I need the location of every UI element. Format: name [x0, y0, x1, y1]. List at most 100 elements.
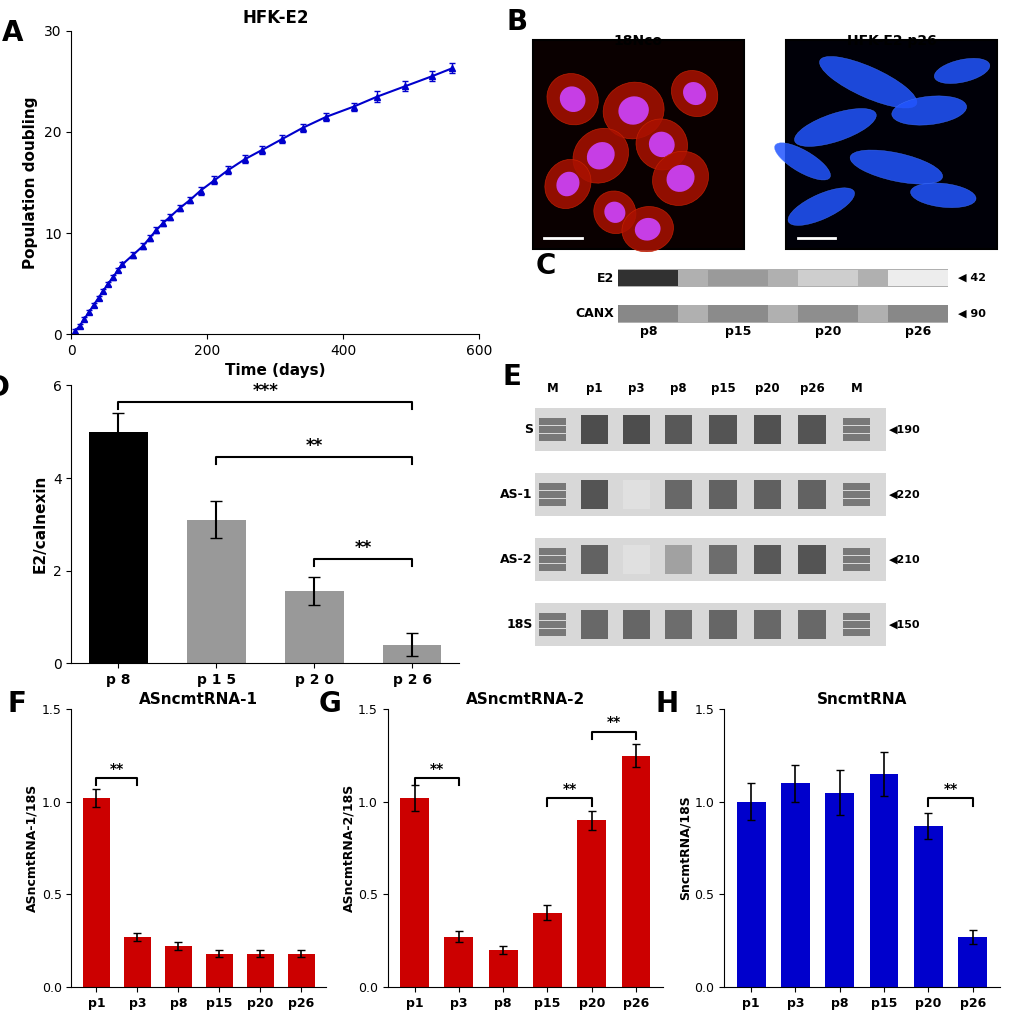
- Bar: [538, 427, 566, 433]
- Bar: [842, 500, 869, 506]
- Ellipse shape: [818, 57, 916, 108]
- Ellipse shape: [891, 96, 966, 125]
- Bar: [664, 610, 692, 639]
- Ellipse shape: [586, 142, 614, 170]
- Ellipse shape: [849, 150, 942, 184]
- Title: SncmtRNA: SncmtRNA: [816, 692, 906, 707]
- Ellipse shape: [773, 143, 829, 180]
- Text: A: A: [2, 19, 23, 46]
- Bar: [736, 802, 765, 987]
- Text: **: **: [306, 437, 322, 455]
- Bar: [538, 564, 566, 571]
- Bar: [618, 304, 948, 323]
- Y-axis label: SncmtRNA/18S: SncmtRNA/18S: [678, 796, 691, 901]
- Bar: [165, 946, 192, 987]
- Ellipse shape: [665, 164, 694, 192]
- Ellipse shape: [618, 97, 648, 124]
- Text: ◀190: ◀190: [888, 425, 919, 435]
- Ellipse shape: [794, 109, 875, 146]
- Text: C: C: [535, 252, 555, 280]
- Text: p8: p8: [669, 382, 686, 396]
- Y-axis label: ASncmtRNA-1/18S: ASncmtRNA-1/18S: [25, 784, 39, 912]
- Bar: [538, 418, 566, 425]
- Bar: [618, 305, 678, 322]
- Bar: [842, 491, 869, 498]
- Bar: [538, 621, 566, 628]
- Bar: [488, 950, 517, 987]
- Ellipse shape: [634, 218, 660, 241]
- Text: ◀150: ◀150: [888, 620, 919, 629]
- Bar: [538, 629, 566, 636]
- Text: AS-1: AS-1: [500, 488, 532, 501]
- Text: S: S: [524, 423, 532, 436]
- Text: M: M: [850, 382, 861, 396]
- Bar: [83, 798, 110, 987]
- Text: G: G: [318, 690, 341, 718]
- Bar: [535, 473, 886, 516]
- Text: **: **: [110, 762, 124, 775]
- Bar: [538, 613, 566, 620]
- Bar: [842, 418, 869, 425]
- Bar: [798, 479, 824, 510]
- Bar: [538, 556, 566, 562]
- Y-axis label: Population doubling: Population doubling: [23, 97, 39, 268]
- Bar: [618, 269, 948, 287]
- Bar: [709, 545, 736, 575]
- Bar: [623, 479, 649, 510]
- Bar: [623, 414, 649, 444]
- Bar: [664, 414, 692, 444]
- Text: p1: p1: [586, 382, 602, 396]
- Text: ◀ 42: ◀ 42: [958, 273, 985, 283]
- Ellipse shape: [602, 82, 663, 139]
- Ellipse shape: [636, 119, 687, 170]
- Bar: [709, 610, 736, 639]
- Bar: [753, 545, 781, 575]
- Bar: [798, 414, 824, 444]
- Bar: [869, 774, 898, 987]
- Text: ◀210: ◀210: [888, 554, 919, 564]
- Bar: [957, 937, 986, 987]
- Bar: [842, 613, 869, 620]
- Ellipse shape: [559, 86, 585, 112]
- Text: p26: p26: [799, 382, 823, 396]
- Text: D: D: [0, 374, 9, 402]
- Bar: [535, 602, 886, 647]
- Bar: [888, 269, 948, 287]
- X-axis label: Time (days): Time (days): [225, 363, 325, 378]
- Bar: [709, 414, 736, 444]
- Bar: [842, 434, 869, 441]
- Ellipse shape: [546, 74, 598, 124]
- Text: M: M: [546, 382, 558, 396]
- Text: p20: p20: [754, 382, 779, 396]
- Bar: [709, 479, 736, 510]
- Bar: [707, 305, 767, 322]
- Text: p15: p15: [725, 326, 751, 338]
- Bar: [577, 820, 605, 987]
- Bar: [124, 937, 151, 987]
- Bar: [842, 629, 869, 636]
- Text: **: **: [429, 762, 443, 775]
- Bar: [798, 305, 857, 322]
- Bar: [399, 798, 429, 987]
- Title: ASncmtRNA-2: ASncmtRNA-2: [466, 692, 584, 707]
- Bar: [842, 556, 869, 562]
- Text: **: **: [355, 539, 371, 557]
- Ellipse shape: [593, 191, 635, 233]
- Bar: [798, 269, 857, 287]
- Bar: [382, 645, 441, 663]
- Bar: [664, 545, 692, 575]
- Text: **: **: [606, 715, 621, 729]
- Bar: [581, 545, 607, 575]
- Text: CANX: CANX: [575, 307, 613, 321]
- Ellipse shape: [683, 82, 705, 105]
- Text: ◀ 90: ◀ 90: [958, 308, 985, 319]
- Bar: [535, 408, 886, 451]
- Text: p3: p3: [628, 382, 644, 396]
- Bar: [842, 564, 869, 571]
- Bar: [287, 954, 315, 987]
- Ellipse shape: [910, 183, 975, 208]
- Bar: [786, 40, 997, 249]
- Text: F: F: [8, 690, 26, 718]
- Bar: [581, 479, 607, 510]
- Bar: [781, 783, 809, 987]
